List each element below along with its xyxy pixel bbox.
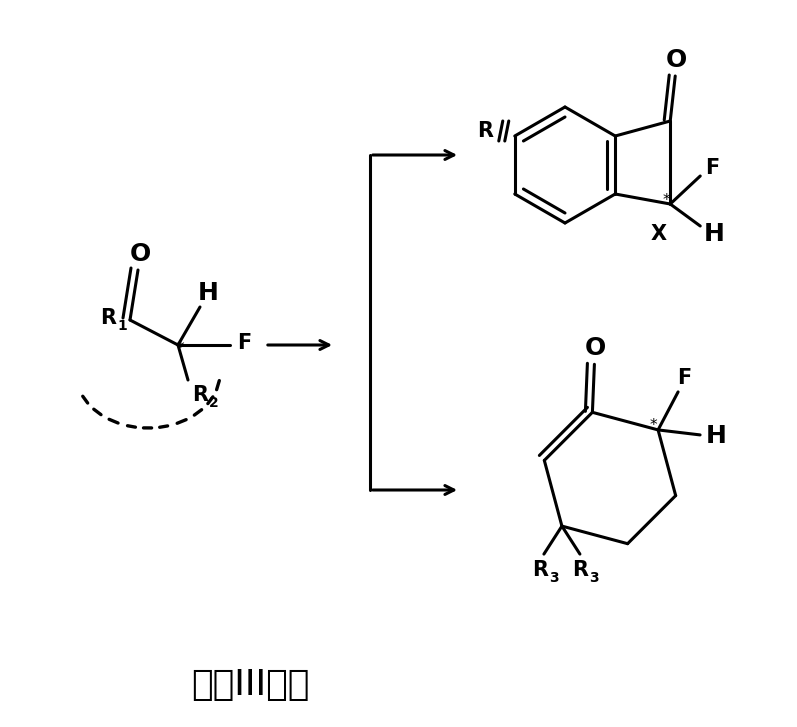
Text: R: R — [532, 560, 548, 580]
Text: R: R — [477, 121, 493, 141]
Text: 3: 3 — [549, 571, 559, 585]
Text: *: * — [650, 419, 657, 433]
Text: *: * — [662, 193, 670, 207]
Text: *: * — [176, 340, 184, 356]
Text: F: F — [237, 333, 251, 353]
Text: X: X — [650, 224, 666, 244]
Text: 式（III）；: 式（III）； — [190, 668, 309, 702]
Text: R: R — [572, 560, 588, 580]
Text: 1: 1 — [117, 319, 127, 333]
Text: H: H — [704, 222, 724, 246]
Text: 3: 3 — [589, 571, 599, 585]
Text: F: F — [677, 368, 691, 388]
Text: O: O — [665, 48, 687, 72]
Text: 2: 2 — [209, 396, 219, 410]
Text: F: F — [705, 158, 720, 178]
Text: R: R — [192, 385, 208, 405]
Text: O: O — [585, 337, 606, 361]
Text: O: O — [129, 242, 151, 266]
Text: H: H — [198, 281, 218, 305]
Text: R: R — [100, 308, 116, 328]
Text: H: H — [705, 424, 727, 448]
